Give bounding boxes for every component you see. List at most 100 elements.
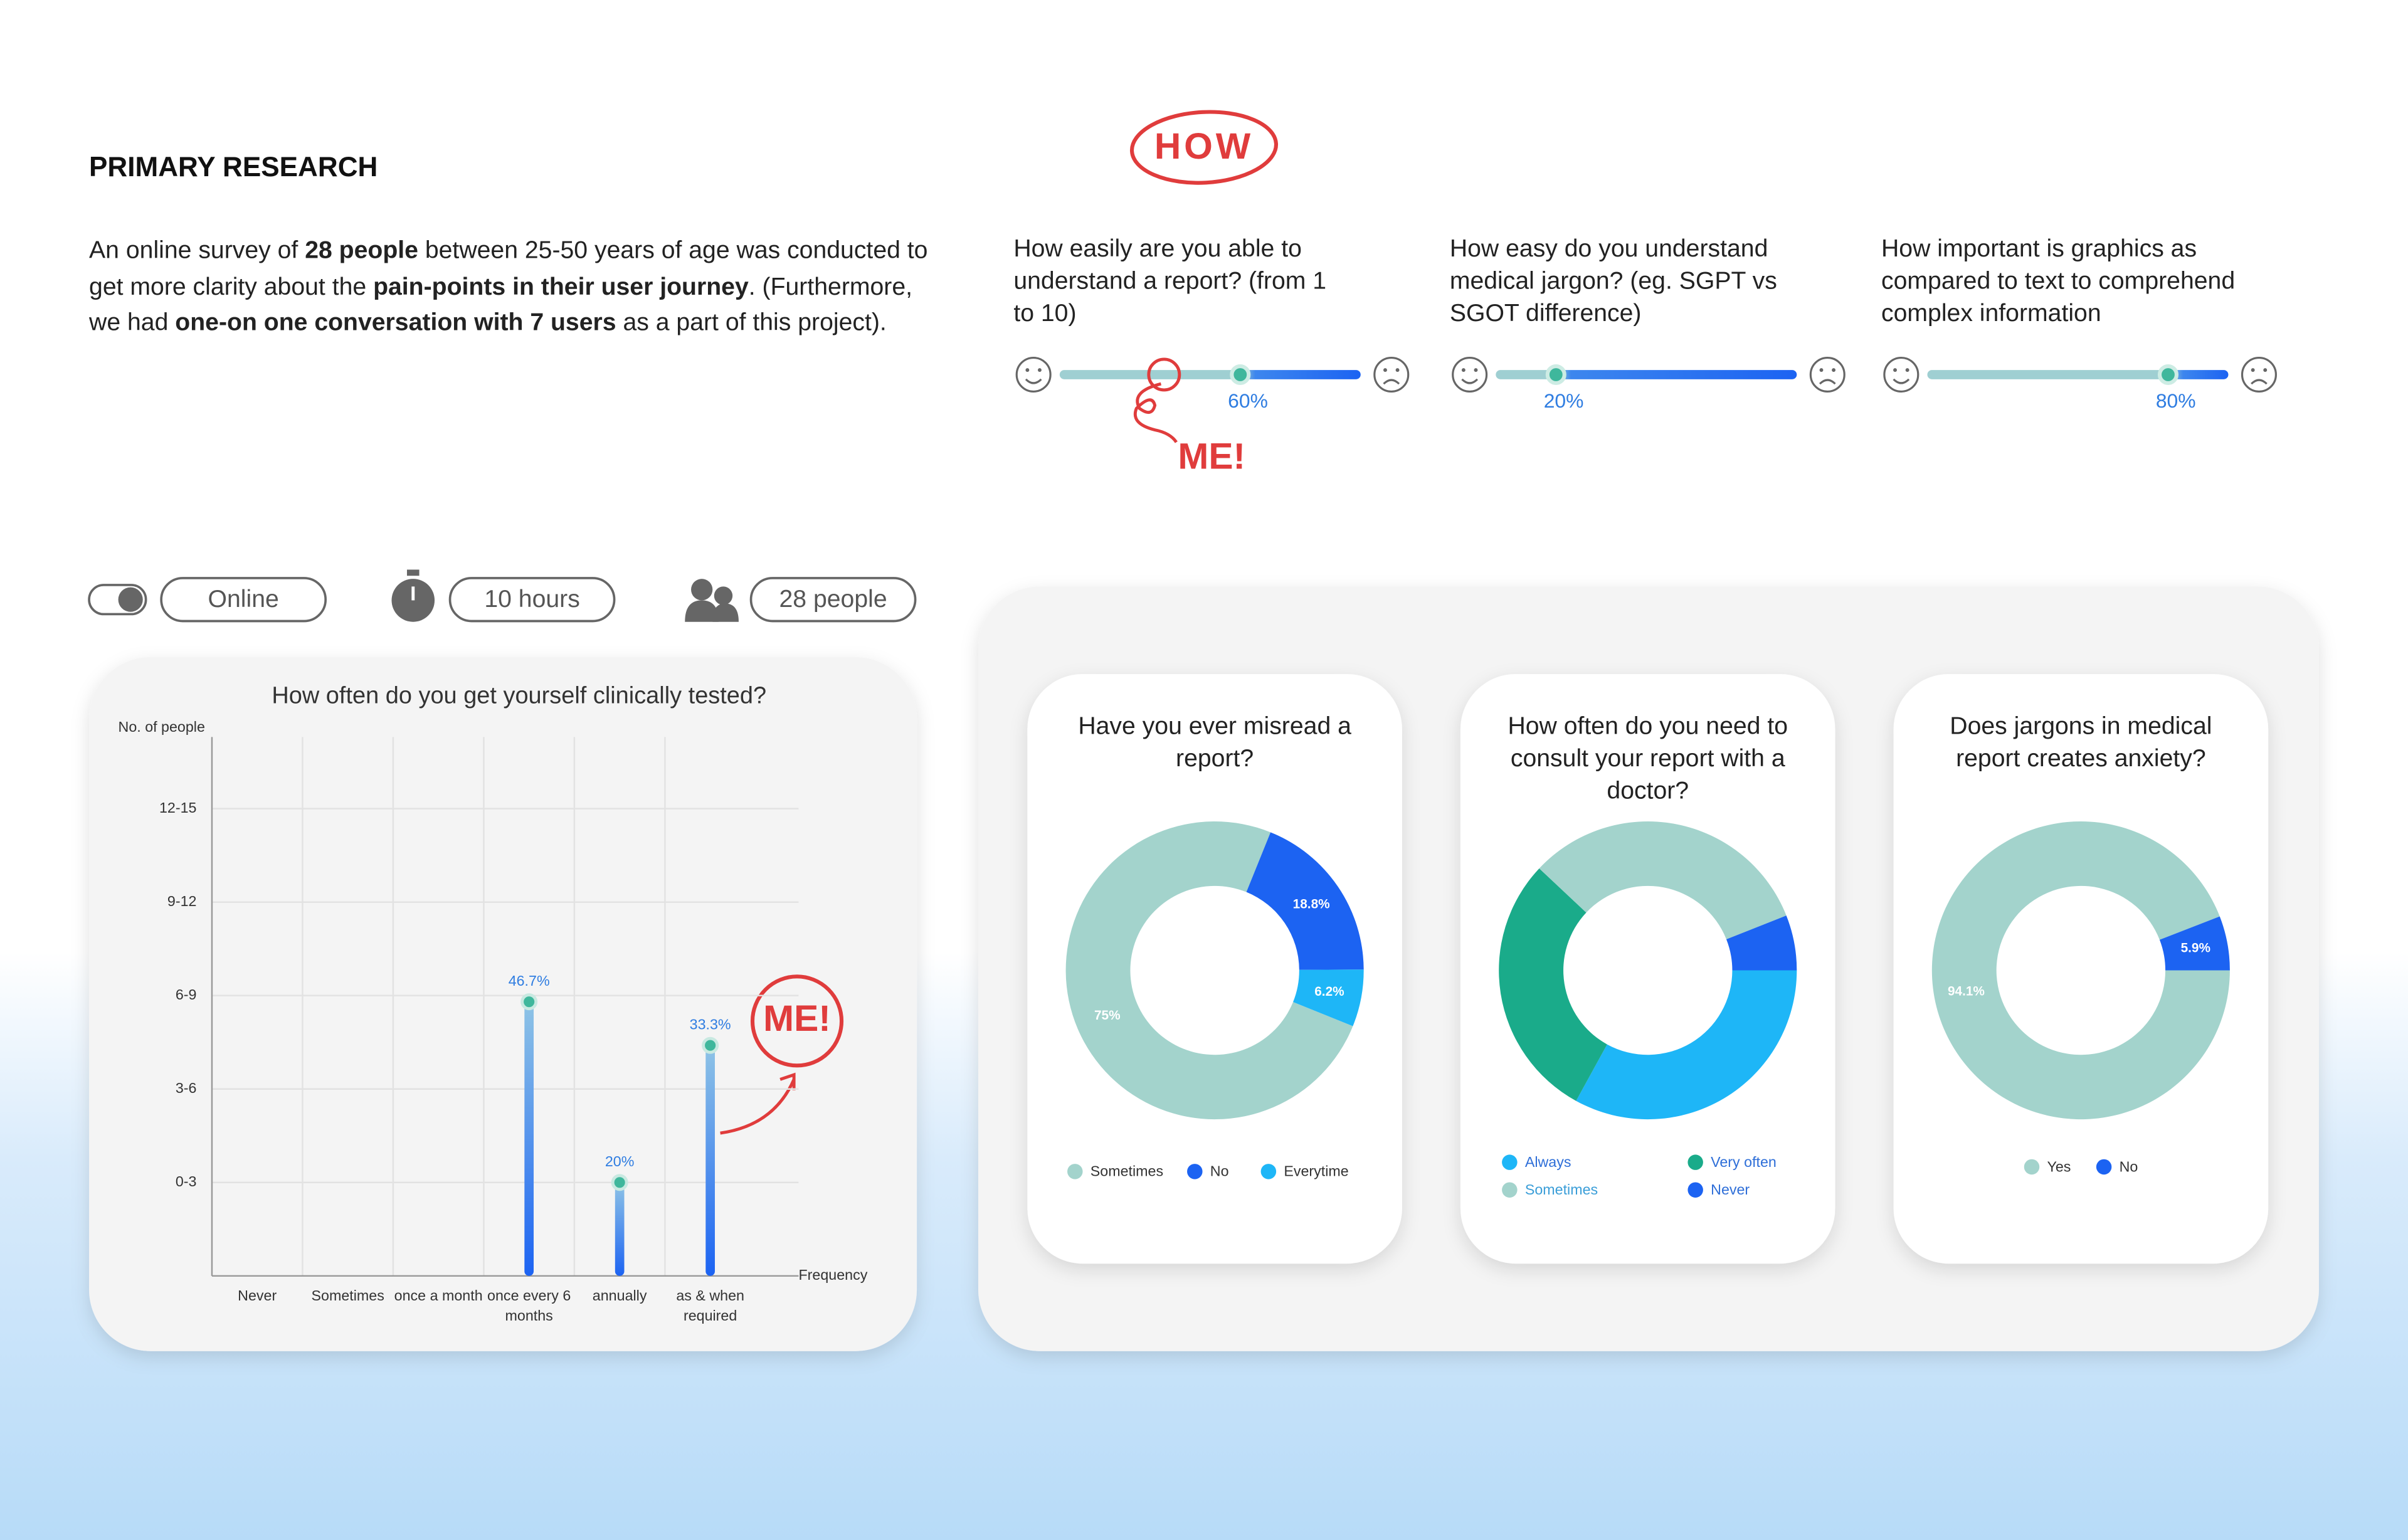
- face-icon: [1015, 356, 1052, 393]
- face-icon: [1373, 356, 1410, 393]
- donut-segment: [2159, 916, 2230, 971]
- donut-segment: [1246, 832, 1364, 970]
- bar: [705, 1045, 715, 1276]
- donut-segment: [1499, 868, 1607, 1101]
- chart-title: Does jargons in medical report creates a…: [1950, 714, 2212, 773]
- question-text-box: How easily are you able to understand a …: [1013, 236, 1326, 327]
- intro-bold: pain-points in their user journey: [373, 274, 749, 301]
- donut-card: [1027, 673, 1402, 1264]
- legend-label: Never: [1711, 1181, 1750, 1198]
- value-label: 46.7%: [509, 973, 550, 989]
- people-icon: [714, 586, 733, 605]
- donut-segment: [1576, 970, 1797, 1120]
- slider-handle: [2157, 364, 2179, 385]
- slider-value: 20%: [1544, 389, 1584, 412]
- toggle-knob: [118, 587, 143, 612]
- badge: [749, 577, 917, 623]
- chart-title-box: Have you ever misread a report?: [1078, 714, 1351, 773]
- x-axis-label: Frequency: [798, 1267, 867, 1283]
- legend-label: Everytime: [1284, 1163, 1348, 1179]
- intro-run: as a part of this project).: [616, 310, 887, 337]
- donut-segment: [1931, 821, 2230, 1120]
- intro-bold: one-on one conversation with 7 users: [175, 310, 616, 337]
- chart-title: How often do you get yourself clinically…: [272, 683, 766, 709]
- face-icon: [2241, 356, 2277, 393]
- y-tick-label: 12-15: [159, 799, 196, 816]
- slider-track: [1496, 370, 1797, 379]
- question-text-box: How easy do you understand medical jargo…: [1449, 236, 1777, 327]
- value-label: 94.1%: [1948, 984, 1985, 998]
- donut-card: [1893, 673, 2269, 1264]
- section-title: PRIMARY RESEARCH: [89, 152, 378, 182]
- intro-text: An online survey of 28 people between 25…: [89, 233, 934, 342]
- intro-run: between 25-50 years of age was conducted…: [89, 238, 928, 301]
- x-tick-label: once a month: [394, 1288, 483, 1305]
- x-tick-label-box: once every 6 months: [487, 1288, 571, 1325]
- value-label: 20%: [605, 1153, 635, 1169]
- face-mouth: [1819, 379, 1836, 385]
- legend-label: No: [1210, 1163, 1229, 1179]
- donut-segment: [1726, 915, 1797, 971]
- legend-label: No: [2120, 1158, 2138, 1174]
- slider-value: 80%: [2156, 389, 2196, 412]
- face-eye: [1474, 368, 1478, 372]
- x-tick-label-box: Never: [238, 1288, 277, 1305]
- annotation-circle: [1129, 110, 1279, 185]
- bar-cap: [520, 993, 538, 1011]
- value-label: 75%: [1094, 1008, 1121, 1023]
- face-mouth: [1383, 379, 1400, 385]
- question-text: How easy do you understand medical jargo…: [1449, 236, 1777, 327]
- donut-segment: [1539, 821, 1787, 939]
- chart-title-box: Does jargons in medical report creates a…: [1950, 714, 2212, 773]
- bar: [524, 1001, 534, 1276]
- donut-segment: [1065, 821, 1353, 1120]
- slider-handle: [1230, 364, 1251, 385]
- x-tick-label-box: annually: [592, 1288, 647, 1305]
- people-icon: [712, 603, 739, 622]
- annotation: HOW: [1154, 126, 1254, 167]
- legend-swatch: [1260, 1164, 1277, 1179]
- face-eye: [1461, 368, 1465, 372]
- x-tick-label: as & when required: [676, 1288, 744, 1326]
- legend-swatch: [1502, 1154, 1518, 1170]
- value-label: 5.9%: [2181, 941, 2210, 956]
- bar-cap: [702, 1036, 719, 1054]
- face-eye: [1395, 368, 1400, 372]
- face-mouth: [2251, 379, 2268, 385]
- badge-label: Online: [208, 586, 279, 613]
- face-icon: [1883, 356, 1920, 393]
- face-eye: [2263, 368, 2268, 372]
- intro-run: . (Furthermore, we had: [89, 274, 913, 337]
- legend-swatch: [1067, 1164, 1083, 1179]
- y-tick-label: 0-3: [176, 1173, 197, 1189]
- legend-swatch: [1687, 1182, 1703, 1198]
- x-tick-label: annually: [592, 1288, 647, 1305]
- face-eye: [1832, 368, 1836, 372]
- face-mouth: [1025, 378, 1042, 384]
- donut-segment: [1293, 969, 1364, 1026]
- face-eye: [1905, 368, 1909, 372]
- x-tick-label: Sometimes: [311, 1288, 384, 1305]
- y-tick-label: 6-9: [176, 986, 197, 1003]
- x-tick-label-box: once a month: [394, 1288, 483, 1305]
- annotation-circle: [750, 974, 844, 1068]
- chart-title-box: How often do you need to consult your re…: [1508, 714, 1788, 805]
- value-label: 6.2%: [1314, 984, 1344, 999]
- face-mouth: [1461, 378, 1479, 384]
- badge: [448, 577, 616, 623]
- y-axis-label: No. of people: [119, 719, 205, 735]
- donut-card: [1460, 673, 1835, 1264]
- intro-bold: 28 people: [305, 238, 418, 265]
- badge-label: 10 hours: [484, 586, 579, 613]
- slider-value: 60%: [1228, 389, 1268, 412]
- people-icon: [685, 600, 719, 622]
- face-eye: [2251, 368, 2255, 372]
- legend-swatch: [1687, 1154, 1703, 1170]
- y-tick-label: 9-12: [167, 893, 197, 909]
- chart-title: How often do you need to consult your re…: [1508, 714, 1788, 805]
- face-icon: [1452, 356, 1488, 393]
- face-eye: [1383, 368, 1387, 372]
- legend-swatch: [1187, 1164, 1203, 1179]
